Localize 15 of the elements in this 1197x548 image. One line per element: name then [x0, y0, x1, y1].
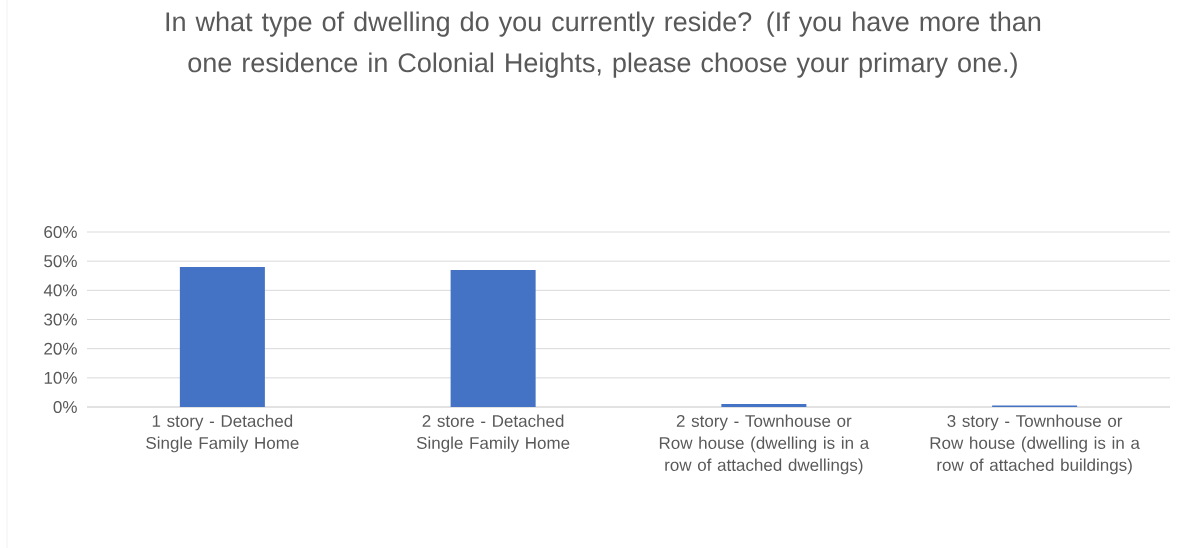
x-tick-label: 1 story - Detached Single Family Home: [146, 414, 299, 453]
x-tick-label: 3 story - Townhouse or Row house (dwelling is in a row of attached buildings): [930, 414, 1140, 475]
bar: [179, 267, 265, 407]
bar: [450, 269, 536, 407]
y-tick-label: 60%: [44, 225, 77, 239]
y-tick-label: 0%: [53, 400, 77, 414]
y-tick-label: 30%: [44, 313, 77, 326]
y-tick-label: 50%: [44, 255, 77, 268]
y-tick-label: 20%: [44, 342, 77, 355]
x-tick-label: 2 story - Townhouse or Row house (dwelling is in a row of attached dwellings): [659, 414, 870, 475]
bar: [721, 404, 807, 407]
chart-title: In what type of dwelling do you currently reside? (If you have more than one residence in Colonial Heights, please choose your primary one.): [166, 11, 1041, 78]
x-tick-label: 2 store - Detached Single Family Home: [416, 414, 570, 453]
y-tick-label: 40%: [43, 284, 77, 297]
y-tick-label: 10%: [44, 371, 77, 384]
